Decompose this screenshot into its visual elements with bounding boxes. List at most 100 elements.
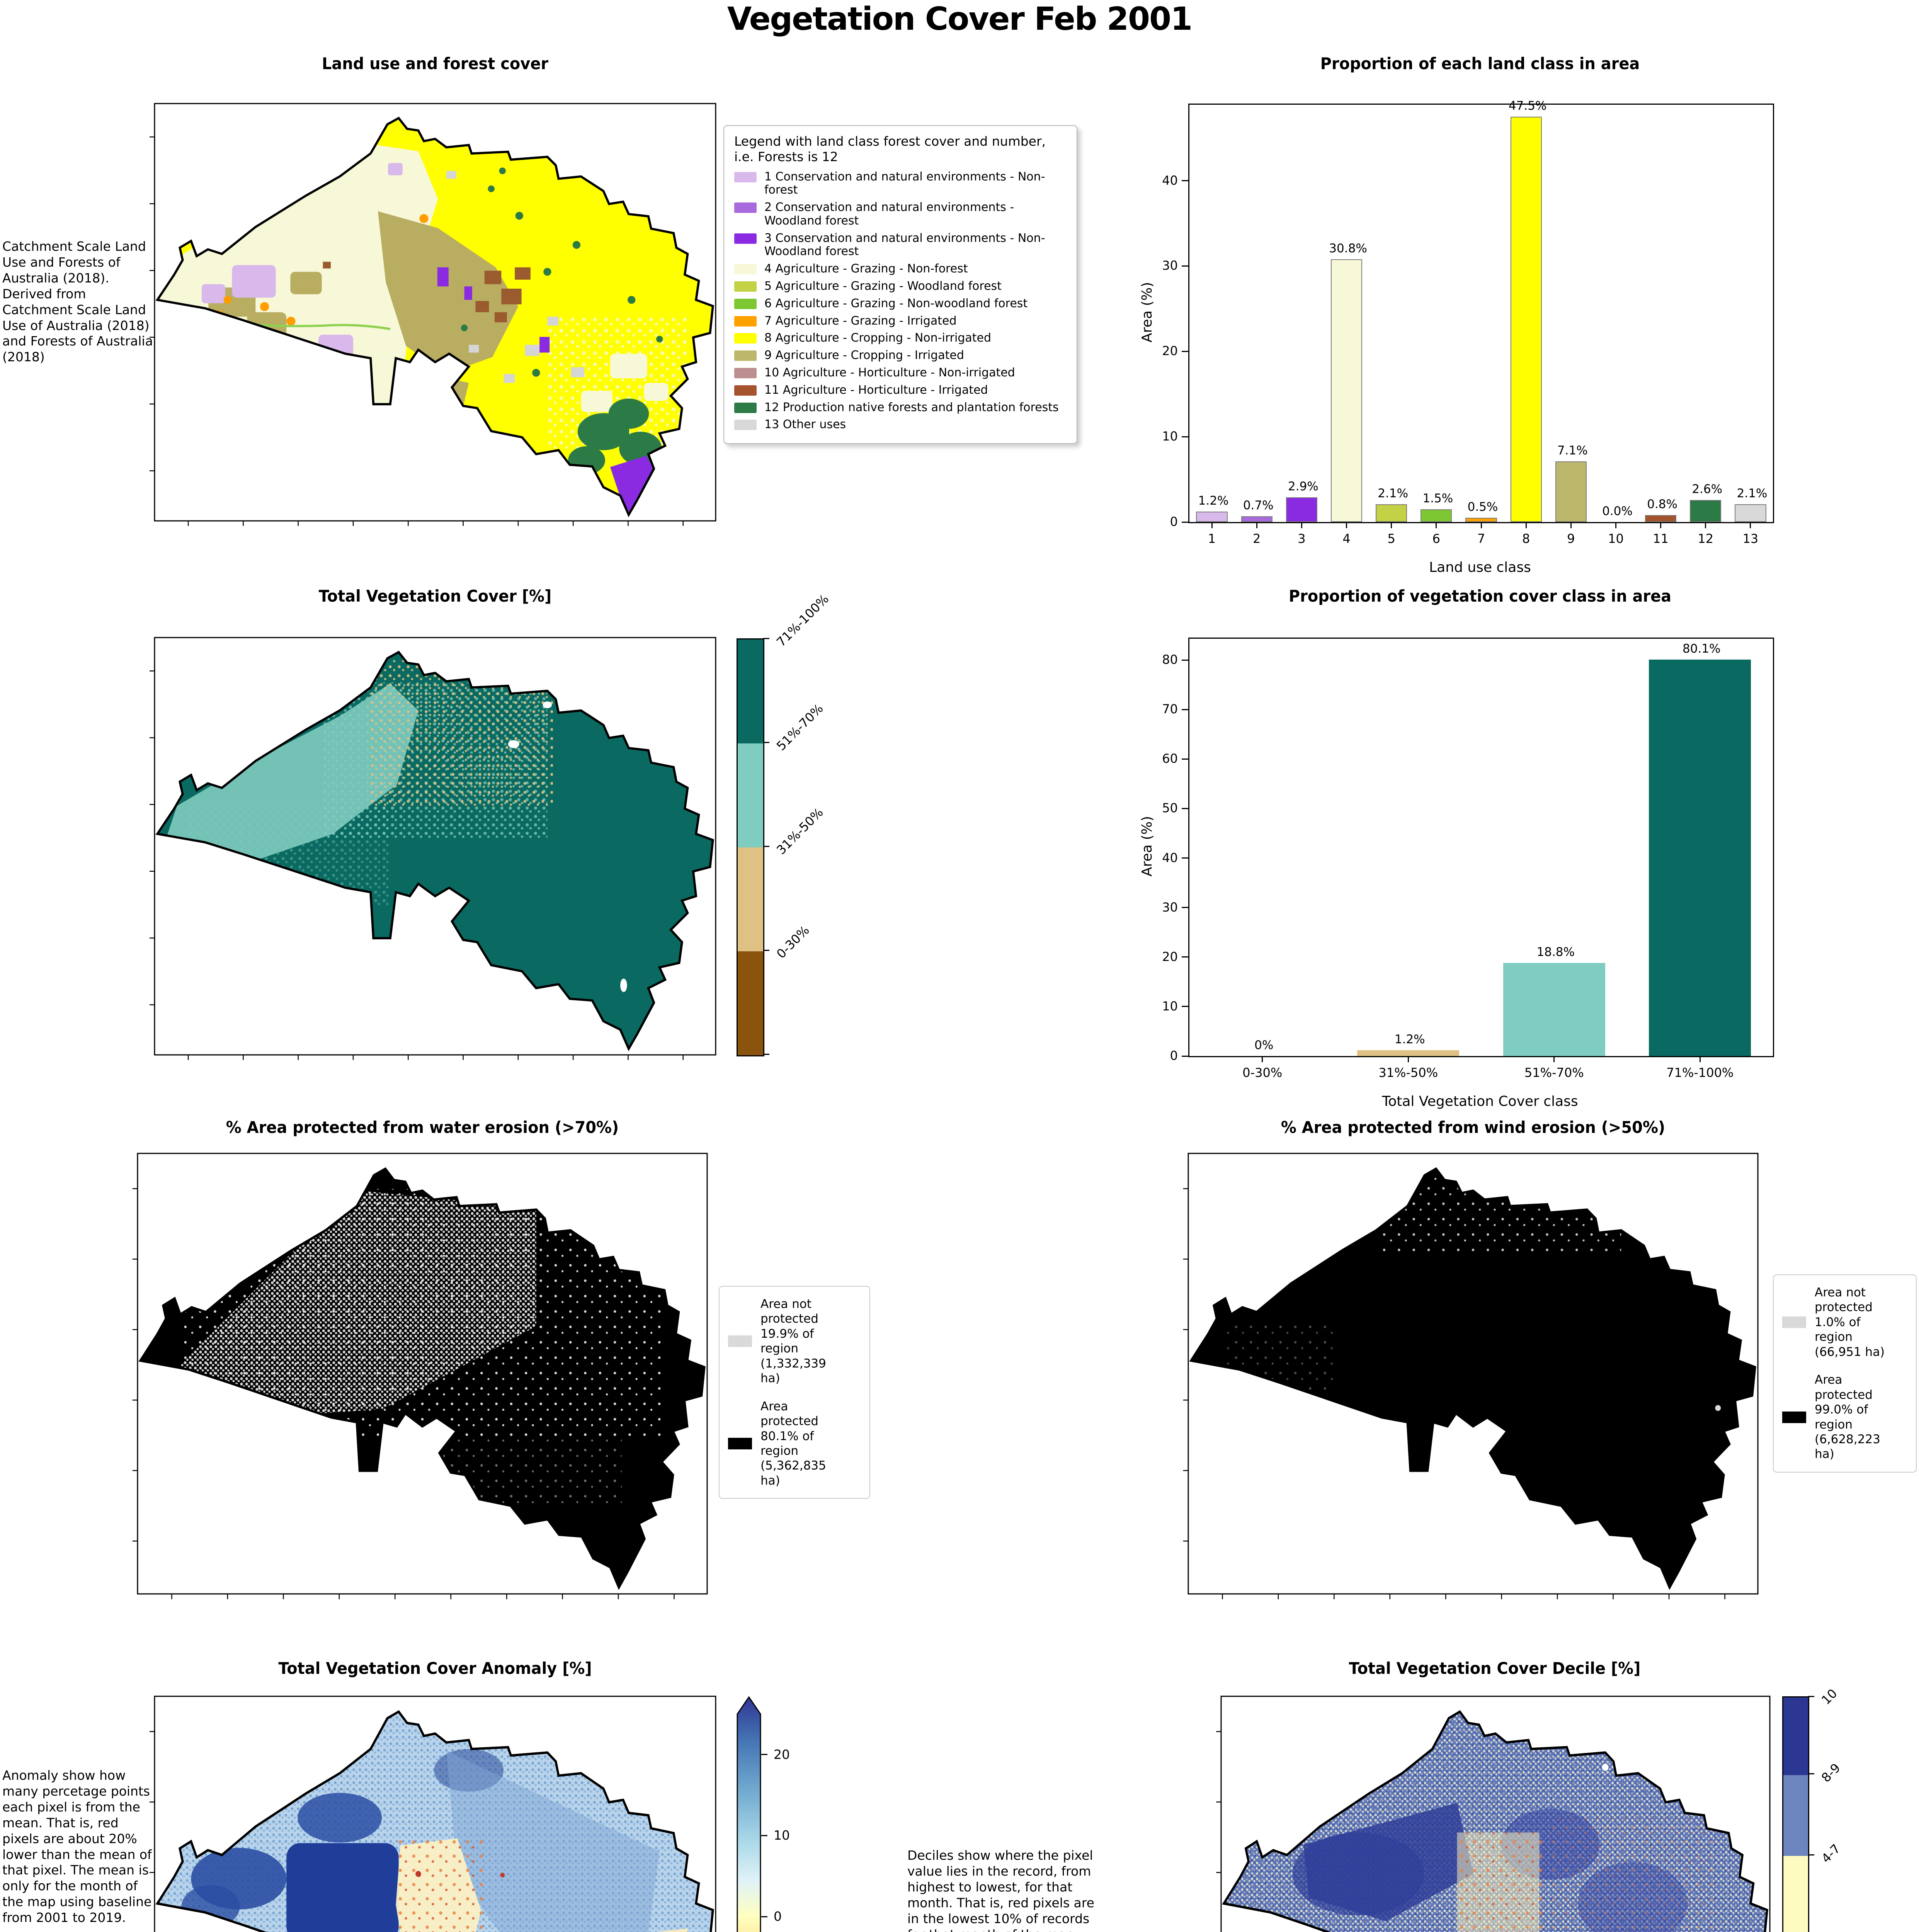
- legend-label: 4 Agriculture - Grazing - Non-forest: [764, 262, 968, 276]
- not-protected-swatch: [1782, 1316, 1806, 1328]
- bar-value-label: 80.1%: [1683, 641, 1721, 656]
- anomaly-colorbar-tick: [761, 1835, 767, 1836]
- legend-item-class-1: 1 Conservation and natural environments …: [734, 170, 1067, 197]
- veg-colorbar-tick: [763, 742, 769, 743]
- bar-value-label: 1.2%: [1198, 494, 1229, 508]
- x-tick-label: 13: [1742, 531, 1759, 546]
- water-erosion-legend: Area not protected 19.9% of region (1,33…: [719, 1286, 870, 1499]
- x-tick: [1211, 522, 1213, 528]
- x-tick-label: 5: [1387, 531, 1395, 546]
- bar-value-label: 1.2%: [1394, 1032, 1425, 1046]
- x-tick-label: 71%-100%: [1666, 1065, 1734, 1080]
- decile-colorbar-segment: [1783, 1775, 1808, 1856]
- bar-13: [1735, 504, 1766, 522]
- veg-colorbar-tick: [763, 949, 769, 951]
- legend-swatch: [734, 281, 757, 292]
- legend-item-class-9: 9 Agriculture - Cropping - Irrigated: [734, 349, 1067, 362]
- anomaly-colorbar-label: 0: [774, 1909, 782, 1924]
- decile-map-title: Total Vegetation Cover Decile [%]: [1349, 1659, 1641, 1678]
- bar-value-label: 30.8%: [1329, 241, 1367, 255]
- decile-colorbar-tick: [1808, 1773, 1814, 1775]
- x-tick: [1256, 522, 1257, 528]
- legend-item-class-5: 5 Agriculture - Grazing - Woodland fores…: [734, 279, 1067, 293]
- bar-value-label: 0.8%: [1647, 497, 1677, 512]
- legend-swatch: [734, 264, 757, 275]
- x-tick-label: 12: [1698, 531, 1714, 546]
- page-title: Vegetation Cover Feb 2001: [727, 1, 1193, 37]
- y-tick: [1182, 808, 1189, 809]
- x-tick-label: 11: [1653, 531, 1669, 546]
- x-tick-label: 4: [1342, 531, 1351, 546]
- y-tick-label: 20: [1162, 344, 1178, 359]
- legend-item-class-7: 7 Agriculture - Grazing - Irrigated: [734, 314, 1067, 328]
- anomaly-colorbar-tick: [761, 1754, 767, 1755]
- decile-map: [1221, 1696, 1770, 1932]
- y-tick: [1182, 436, 1189, 437]
- bar-1: [1196, 512, 1228, 522]
- bar-3: [1286, 497, 1318, 522]
- legend-item-class-10: 10 Agriculture - Horticulture - Non-irri…: [734, 366, 1067, 380]
- y-tick: [1182, 1055, 1189, 1057]
- y-tick-label: 60: [1162, 751, 1178, 766]
- y-tick: [1182, 1006, 1189, 1007]
- land-use-legend: Legend with land class forest cover and …: [723, 125, 1077, 444]
- legend-item-class-6: 6 Agriculture - Grazing - Non-woodland f…: [734, 297, 1067, 311]
- legend-label: 1 Conservation and natural environments …: [764, 170, 1045, 197]
- x-tick-label: 51%-70%: [1524, 1065, 1584, 1080]
- x-tick: [1660, 522, 1662, 528]
- x-tick: [1436, 522, 1437, 528]
- y-tick-label: 10: [1162, 429, 1178, 444]
- legend-label: 11 Agriculture - Horticulture - Irrigate…: [764, 383, 988, 397]
- decile-colorbar-label: 8-9: [1819, 1760, 1843, 1785]
- legend-swatch: [734, 316, 757, 327]
- veg-colorbar-bar: [737, 638, 764, 1056]
- veg-cover-map-title: Total Vegetation Cover [%]: [318, 587, 552, 605]
- veg-colorbar-label: 71%-100%: [774, 591, 832, 650]
- veg-colorbar-segment: [738, 639, 763, 743]
- protected-swatch: [728, 1437, 752, 1449]
- bar-value-label: 47.5%: [1508, 99, 1547, 113]
- legend-item-class-12: 12 Production native forests and plantat…: [734, 401, 1067, 415]
- water-erosion-legend-not-protected: Area not protected 19.9% of region (1,33…: [728, 1297, 861, 1386]
- bar-9: [1555, 461, 1587, 522]
- bar-31%-50%: [1357, 1050, 1460, 1056]
- x-tick: [1525, 522, 1527, 528]
- bar-value-label: 7.1%: [1557, 444, 1588, 458]
- land-class-chart-xlabel: Land use class: [1429, 560, 1531, 575]
- x-tick: [1750, 522, 1751, 528]
- bar-value-label: 0.5%: [1467, 500, 1498, 514]
- y-tick: [1182, 758, 1189, 760]
- wind-erosion-map-title: % Area protected from wind erosion (>50%…: [1281, 1118, 1666, 1137]
- y-tick-label: 70: [1162, 702, 1178, 717]
- legend-label: 3 Conservation and natural environments …: [764, 231, 1045, 259]
- bar-6: [1421, 509, 1452, 522]
- bar-value-label: 2.1%: [1378, 486, 1409, 500]
- x-tick: [1705, 522, 1706, 528]
- veg-colorbar-segment: [738, 743, 763, 847]
- legend-swatch: [734, 420, 757, 430]
- bar-8: [1510, 116, 1542, 522]
- bar-value-label: 2.9%: [1288, 479, 1318, 493]
- x-tick-label: 3: [1298, 531, 1306, 546]
- legend-item-class-8: 8 Agriculture - Cropping - Non-irrigated: [734, 332, 1067, 345]
- bar-4: [1330, 259, 1363, 522]
- veg-colorbar-segment: [738, 951, 763, 1055]
- anomaly-colorbar-gradient: [737, 1696, 761, 1932]
- legend-swatch: [734, 202, 757, 213]
- x-tick-label: 31%-50%: [1378, 1065, 1438, 1080]
- decile-colorbar-tick: [1808, 1696, 1814, 1697]
- wind-erosion-map: [1188, 1153, 1758, 1594]
- veg-class-chart-ylabel: Area (%): [1139, 816, 1155, 877]
- veg-class-chart-title: Proportion of vegetation cover class in …: [1288, 587, 1672, 605]
- bar-value-label: 0.7%: [1243, 498, 1274, 512]
- bar-7: [1465, 517, 1497, 522]
- x-tick: [1553, 1056, 1555, 1062]
- land-use-map: [155, 104, 716, 521]
- veg-colorbar-tick: [763, 1053, 769, 1055]
- wind-erosion-legend-protected: Area protected 99.0% of region (6,628,22…: [1782, 1372, 1907, 1462]
- veg-cover-map: [155, 638, 716, 1055]
- x-tick-label: 2: [1253, 531, 1261, 546]
- decile-colorbar-label: 4-7: [1819, 1841, 1843, 1866]
- anomaly-colorbar-tick: [761, 1916, 767, 1917]
